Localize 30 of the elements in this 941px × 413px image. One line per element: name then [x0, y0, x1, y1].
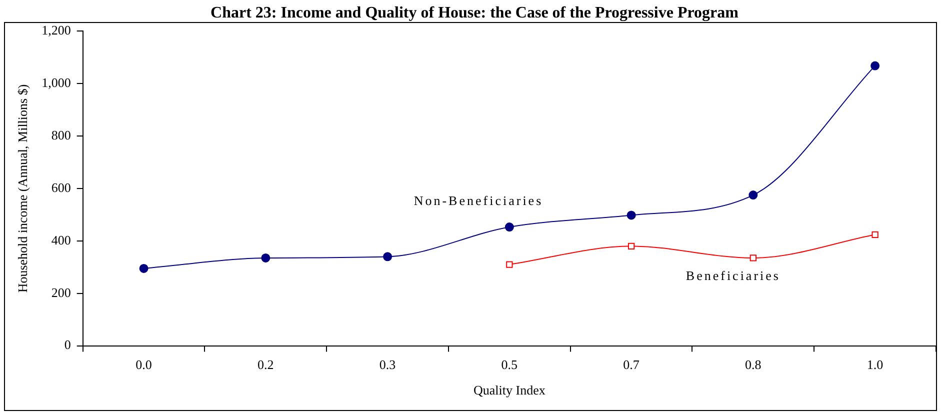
- series-label: Beneficiaries: [686, 268, 780, 283]
- y-tick-label: 0: [64, 337, 71, 352]
- point: [383, 252, 392, 262]
- point: [870, 61, 880, 70]
- y-tick-label: 1,000: [42, 75, 71, 90]
- point: [139, 264, 148, 273]
- x-tick-label: 0.5: [501, 357, 518, 372]
- series-label: Non-Beneficiaries: [414, 193, 544, 208]
- y-tick-label: 800: [51, 127, 71, 142]
- y-tick-label: 200: [51, 284, 71, 300]
- y-tick-label: 400: [51, 232, 71, 248]
- chart-title: Chart 23: Income and Quality of House: the Case of the Progressive Program: [210, 4, 740, 22]
- point: [628, 242, 635, 250]
- y-axis-title: Household income (Annual, Millions $): [15, 84, 30, 293]
- x-tick-label: 0.7: [623, 357, 640, 372]
- point: [750, 254, 757, 262]
- x-tick-label: 0.0: [136, 357, 152, 372]
- y-tick-label: 1,200: [42, 22, 71, 38]
- point: [261, 253, 270, 262]
- x-tick-label: 0.8: [745, 357, 762, 372]
- point: [626, 210, 636, 220]
- y-tick-label: 600: [51, 180, 71, 195]
- point: [504, 222, 514, 232]
- x-tick-label: 1.0: [866, 357, 884, 372]
- point: [748, 190, 758, 200]
- x-tick-label: 0.3: [379, 357, 396, 372]
- point: [872, 231, 878, 238]
- x-tick-label: 0.2: [258, 357, 274, 372]
- x-axis-title: Quality Index: [474, 382, 546, 398]
- point: [506, 261, 513, 268]
